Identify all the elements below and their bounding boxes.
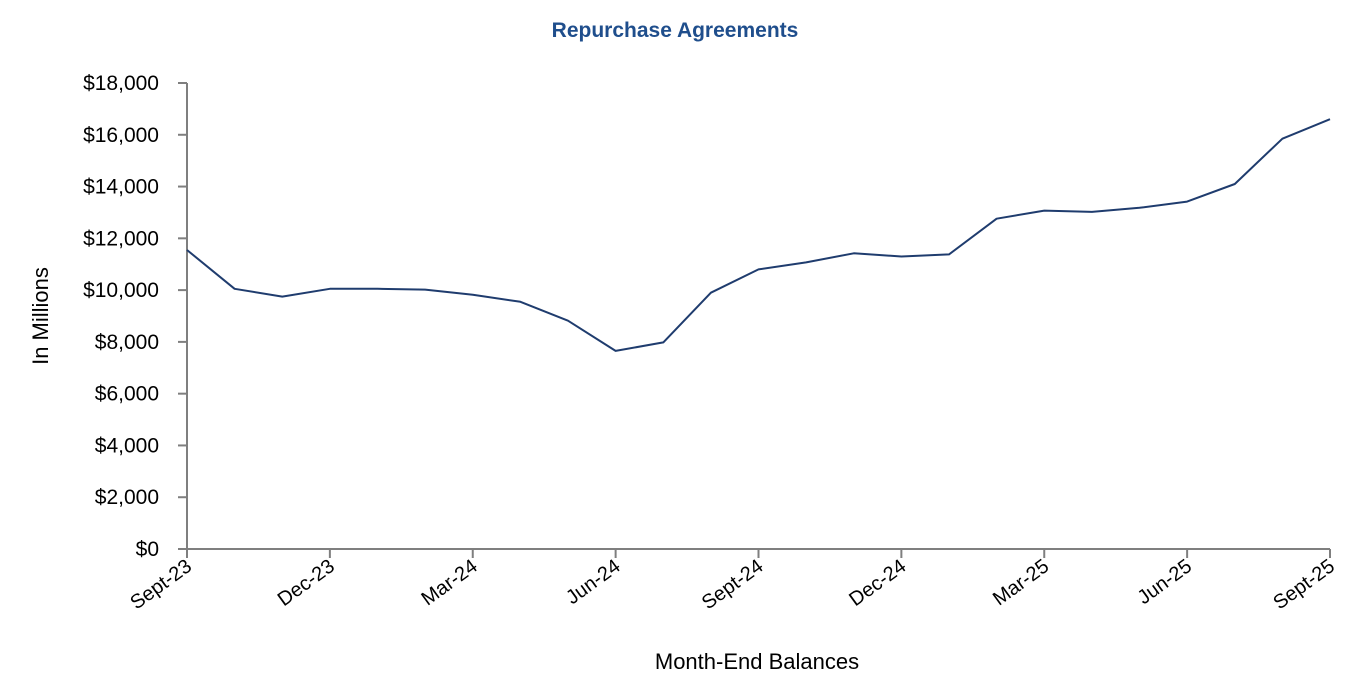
x-tick-label: Mar-24 bbox=[417, 555, 481, 610]
y-axis-ticks: $0 $2,000 $4,000 $6,000 $8,000 $10,000 $12,000… bbox=[83, 72, 187, 561]
y-tick-label: $16,000 bbox=[83, 124, 159, 147]
x-tick-label: Sept-24 bbox=[698, 555, 768, 614]
x-tick-label: Sept-23 bbox=[126, 555, 196, 614]
x-axis-label: Month-End Balances bbox=[655, 649, 859, 674]
x-tick-label: Sept-25 bbox=[1269, 555, 1339, 614]
y-tick-label: $2,000 bbox=[95, 486, 159, 509]
y-axis-label: In Millions bbox=[28, 267, 53, 365]
x-tick-label: Dec-24 bbox=[845, 555, 910, 611]
y-tick-label: $14,000 bbox=[83, 176, 159, 199]
series-line-0 bbox=[186, 118, 1331, 352]
x-tick-label: Mar-25 bbox=[989, 555, 1053, 610]
x-tick-label: Jun-25 bbox=[1134, 555, 1196, 609]
x-tick-label: Dec-23 bbox=[274, 555, 339, 611]
axes bbox=[186, 83, 1330, 550]
y-tick-label: $10,000 bbox=[83, 279, 159, 302]
x-axis-ticks: Sept-23 Dec-23 Mar-24 Jun-24 Sept-24 Dec-24 Ma… bbox=[126, 549, 1339, 614]
x-tick-label: Jun-24 bbox=[562, 555, 624, 609]
chart-title: Repurchase Agreements bbox=[552, 19, 799, 42]
series-group bbox=[186, 118, 1331, 352]
y-tick-label: $4,000 bbox=[95, 434, 159, 457]
y-tick-label: $8,000 bbox=[95, 331, 159, 354]
y-tick-label: $18,000 bbox=[83, 72, 159, 95]
y-tick-label: $12,000 bbox=[83, 227, 159, 250]
y-tick-label: $6,000 bbox=[95, 383, 159, 406]
y-tick-label: $0 bbox=[136, 538, 159, 561]
